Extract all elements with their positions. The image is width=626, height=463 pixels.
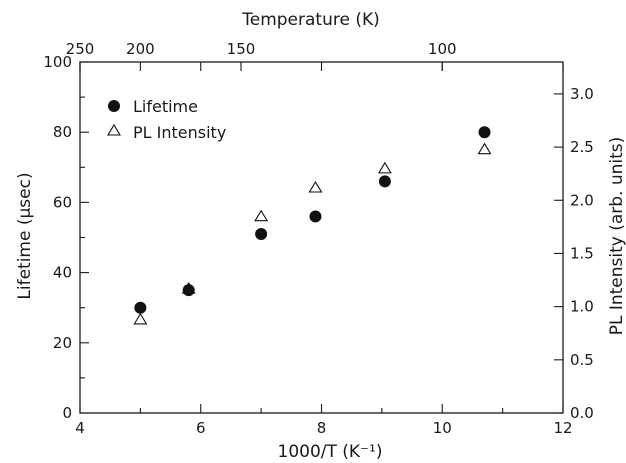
y2-axis-title: PL Intensity (arb. units) — [607, 137, 626, 336]
y2-tick-label: 3.0 — [570, 85, 594, 103]
pl-intensity-point — [133, 312, 148, 325]
x-tick-label: 12 — [553, 419, 572, 437]
y-tick-label: 60 — [53, 193, 72, 211]
legend-pl-intensity-marker — [107, 123, 121, 136]
x-tick-label: 6 — [196, 419, 206, 437]
pl-intensity-point — [181, 281, 196, 294]
y-tick-label: 40 — [53, 264, 72, 282]
y-tick-label: 100 — [43, 53, 72, 71]
y2-tick-label: 0.5 — [570, 351, 594, 369]
top-tick-label: 250 — [66, 40, 95, 58]
legend-lifetime-label: Lifetime — [133, 97, 198, 116]
lifetime-point — [255, 227, 268, 240]
y-tick-label: 20 — [53, 334, 72, 352]
x-axis-title: 1000/T (K⁻¹) — [278, 442, 383, 462]
y2-tick-label: 2.5 — [570, 138, 594, 156]
x-tick-label: 4 — [75, 419, 85, 437]
y2-tick-label: 1.0 — [570, 298, 594, 316]
top-axis-title: Temperature (K) — [241, 10, 380, 30]
lifetime-point — [309, 210, 322, 223]
x-tick-label: 8 — [317, 419, 327, 437]
y2-tick-label: 2.0 — [570, 191, 594, 209]
pl-intensity-point — [477, 142, 492, 155]
data-points — [133, 126, 492, 325]
top-tick-label: 100 — [428, 40, 457, 58]
pl-intensity-point — [377, 161, 392, 174]
lifetime-point — [134, 301, 147, 314]
top-tick-label: 200 — [126, 40, 155, 58]
y-tick-label: 0 — [62, 404, 72, 422]
legend-pl-intensity-label: PL Intensity — [133, 123, 226, 142]
legend: Lifetime PL Intensity — [107, 97, 226, 142]
lifetime-point — [378, 175, 391, 188]
y2-tick-label: 0.0 — [570, 404, 594, 422]
pl-intensity-point — [308, 180, 323, 193]
y-axis-title: Lifetime (μsec) — [15, 172, 35, 299]
y2-tick-label: 1.5 — [570, 244, 594, 262]
y-tick-label: 80 — [53, 123, 72, 141]
x-tick-label: 10 — [433, 419, 452, 437]
pl-intensity-point — [254, 209, 269, 222]
ticks: 4 6 8 10 12 0 20 40 60 80 100 0.0 0.5 1.0 1.5 2.0 2.5 3.0… — [43, 40, 594, 437]
top-tick-label: 150 — [227, 40, 256, 58]
lifetime-point — [478, 126, 491, 139]
legend-lifetime-marker — [108, 100, 120, 112]
